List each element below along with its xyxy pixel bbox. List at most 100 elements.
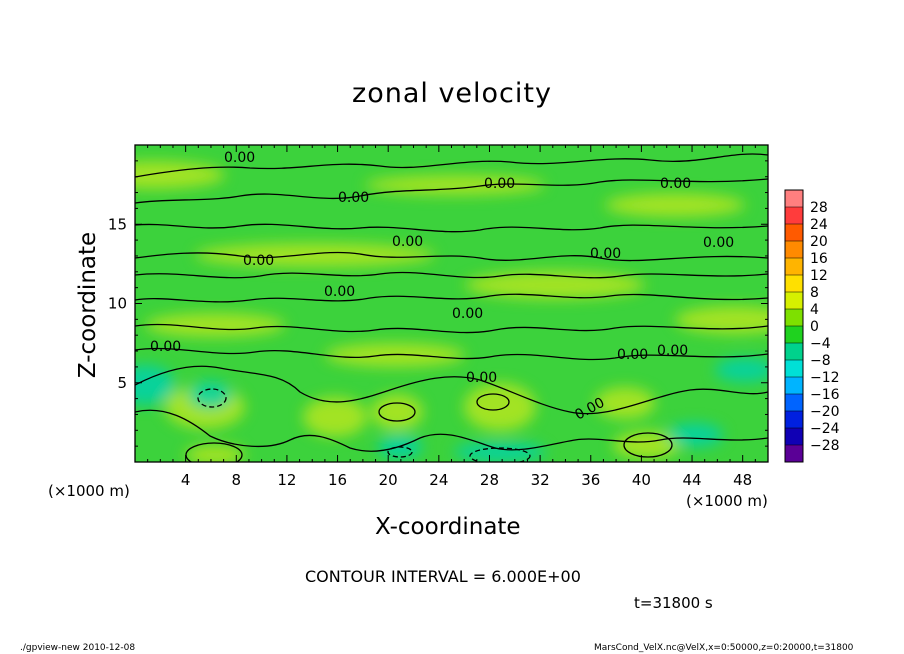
colorbar-label: −8 [810,353,831,369]
colorbar-label: 12 [810,268,828,284]
field-patch [195,243,435,267]
x-tick-label: 28 [480,471,499,489]
field-patch [135,365,175,405]
time-label: t=31800 s [634,594,713,612]
x-tick-label: 36 [581,471,600,489]
contour-label: 0.00 [392,234,423,250]
colorbar-swatch [785,258,803,275]
x-axis-label: X-coordinate [375,514,521,540]
contour-label: 0.00 [657,343,688,359]
field-patch [188,381,232,409]
x-tick-label: 44 [682,471,701,489]
contour-label: 0.00 [660,176,691,192]
chart-title: zonal velocity [352,78,552,109]
contour-labels: 0.00 0.00 0.00 0.00 0.00 0.00 0.00 0.00 0.00 0.00… [150,150,734,424]
field-patch [464,383,536,431]
colorbar-label: 24 [810,217,828,233]
x-tick-label: 32 [531,471,550,489]
field-patch [303,397,367,437]
contour-line [378,402,416,422]
colorbar-label: 8 [810,285,819,301]
x-tick-label: 24 [429,471,448,489]
colorbar-label: 0 [810,319,819,335]
contour-line [623,432,673,458]
x-tick-label: 12 [277,471,296,489]
footer-left: ./gpview-new 2010-12-08 [20,643,136,653]
x-tick-label: 16 [328,471,347,489]
colorbar-swatch [785,190,803,207]
contour-label: 0.00 [617,347,648,363]
colorbar-label: 4 [810,302,819,318]
y-tick-label: 15 [108,215,127,233]
colorbar-swatch [785,207,803,224]
field-patch [454,442,546,462]
x-axis-unit-right: (×1000 m) [686,492,768,510]
field-patch [185,445,245,462]
colorbar-label: −16 [810,387,840,403]
field-patch [613,431,681,459]
colorbar-swatch [785,343,803,360]
field-patch [675,306,768,334]
contour-line [135,178,768,204]
x-axis-unit-left: (×1000 m) [48,482,130,500]
colorbar-swatch [785,292,803,309]
contour-label: 0.00 [484,176,515,192]
contour-line [135,251,768,262]
y-tick-label: 10 [108,295,127,313]
contour-line [135,153,768,178]
colorbar-swatch [785,377,803,394]
velocity-field [135,145,768,462]
x-tick-label: 48 [733,471,752,489]
colorbar-label: −20 [810,404,840,420]
contour-line [135,347,768,361]
contour-line [476,393,510,411]
field-patch [135,161,225,189]
colorbar-label: −24 [810,421,840,437]
x-tick-label: 20 [379,471,398,489]
contour-line [135,223,768,233]
colorbar-label: 16 [810,251,828,267]
contour-line [135,365,768,415]
contour-label: 0.00 [590,246,621,262]
colorbar-swatch [785,428,803,445]
x-tick-label: 40 [632,471,651,489]
colorbar-label: 20 [810,234,828,250]
footer-right: MarsCond_VelX.nc@VelX,x=0:50000,z=0:2000… [594,643,854,653]
contour-label: 0.00 [224,150,255,166]
contour-label: 0.00 [466,370,497,386]
colorbar-label: −28 [810,438,840,454]
colorbar-swatch [785,411,803,428]
colorbar-label: 28 [810,200,828,216]
contour-line [135,293,768,303]
field-patch [605,193,745,217]
contour-interval-text: CONTOUR INTERVAL = 6.000E+00 [305,567,581,586]
contour-line [197,388,227,408]
colorbar-swatch [785,275,803,292]
contour-lines [135,153,768,462]
contour-line [387,446,413,458]
contour-label: 0.00 [150,339,181,355]
colorbar-label: −12 [810,370,840,386]
x-tick-label: 4 [181,471,191,489]
colorbar-swatch [785,309,803,326]
colorbar-swatch [785,394,803,411]
contour-label: 0.00 [324,284,355,300]
colorbar-swatch [785,445,803,462]
contour-label: 0.00 [703,235,734,251]
contour-line [135,409,768,452]
x-tick-label: 8 [232,471,242,489]
colorbar-swatch [785,326,803,343]
contour-label: 0.00 [243,253,274,269]
contour-label: 0.00 [338,190,369,206]
colorbar-label: −4 [810,336,831,352]
colorbar-swatch [785,360,803,377]
field-patch [667,423,723,447]
y-tick-label: 5 [117,374,127,392]
contour-label: 0.00 [452,306,483,322]
contour-line [469,447,531,462]
contour-line [135,271,768,279]
field-patch [365,175,545,195]
field-patch [371,394,423,430]
